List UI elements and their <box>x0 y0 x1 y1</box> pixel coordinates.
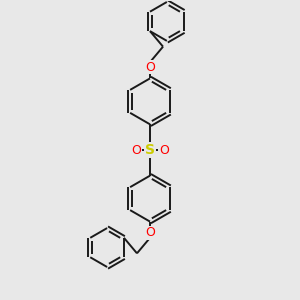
Text: O: O <box>145 226 155 239</box>
Text: O: O <box>145 61 155 74</box>
Text: S: S <box>145 143 155 157</box>
Text: O: O <box>159 143 169 157</box>
Text: O: O <box>131 143 141 157</box>
